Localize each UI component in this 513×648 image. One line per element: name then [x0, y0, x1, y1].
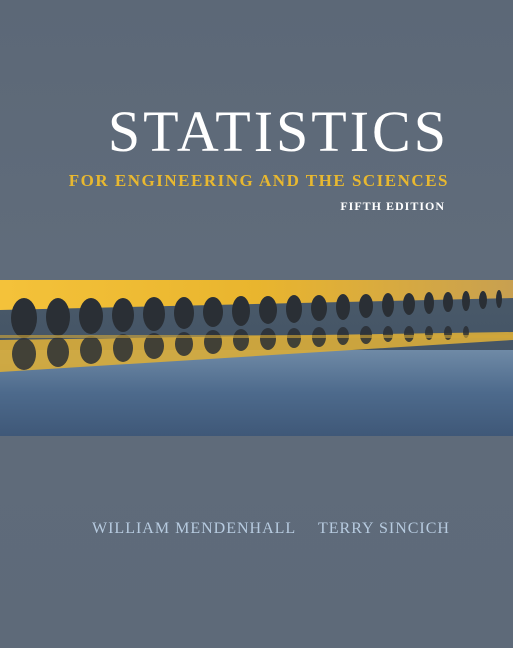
author-name: WILLIAM MENDENHALL — [92, 520, 297, 537]
book-subtitle: FOR ENGINEERING AND THE SCIENCES — [68, 171, 449, 190]
author-name: TERRY SINCICH — [318, 520, 450, 537]
book-title: STATISTICS — [107, 99, 449, 164]
bridge-arches — [11, 290, 502, 338]
bridge-photo — [0, 280, 513, 436]
edition-label: FIFTH EDITION — [340, 199, 445, 213]
